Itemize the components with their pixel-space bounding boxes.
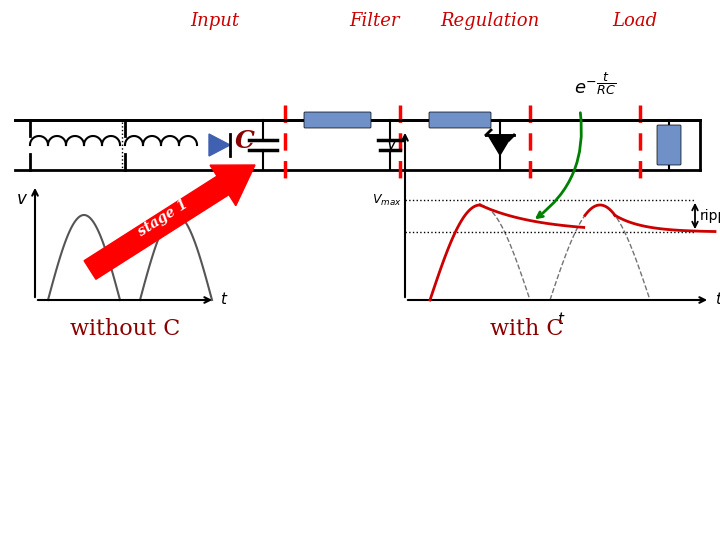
Text: without C: without C: [70, 318, 180, 340]
Text: v: v: [387, 135, 397, 153]
FancyBboxPatch shape: [304, 112, 371, 128]
Text: $V_{max}$: $V_{max}$: [372, 192, 402, 207]
Polygon shape: [209, 134, 230, 156]
Text: t: t: [557, 312, 563, 327]
Text: v: v: [17, 190, 27, 208]
Text: t: t: [715, 293, 720, 307]
Text: Filter: Filter: [350, 12, 400, 30]
Text: with C: with C: [490, 318, 563, 340]
FancyBboxPatch shape: [657, 125, 681, 165]
Text: ripple: ripple: [700, 209, 720, 223]
Text: t: t: [220, 293, 226, 307]
Text: stage 1: stage 1: [135, 197, 190, 239]
Text: Regulation: Regulation: [441, 12, 539, 30]
Text: Load: Load: [613, 12, 657, 30]
Text: Input: Input: [190, 12, 240, 30]
Polygon shape: [488, 135, 512, 155]
Text: C: C: [235, 129, 255, 153]
Text: $e^{-\dfrac{t}{RC}}$: $e^{-\dfrac{t}{RC}}$: [574, 72, 616, 98]
FancyBboxPatch shape: [429, 112, 491, 128]
FancyArrow shape: [84, 165, 255, 279]
